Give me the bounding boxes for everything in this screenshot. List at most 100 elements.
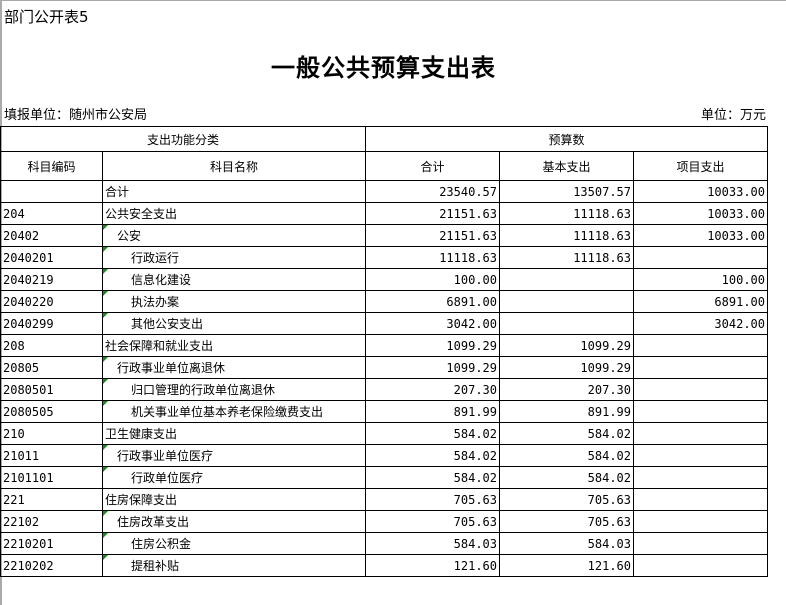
cell-total[interactable]: 584.02 bbox=[365, 422, 500, 445]
cell-name[interactable]: 行政事业单位离退休 bbox=[102, 356, 366, 379]
table-row: 2040201 行政运行 11118.63 11118.63 bbox=[0, 246, 768, 269]
cell-project[interactable] bbox=[633, 444, 768, 467]
cell-project[interactable] bbox=[633, 334, 768, 357]
cell-project[interactable]: 6891.00 bbox=[633, 290, 768, 313]
cell-project[interactable]: 3042.00 bbox=[633, 312, 768, 335]
cell-project[interactable] bbox=[633, 466, 768, 489]
cell-total[interactable]: 207.30 bbox=[365, 378, 500, 401]
cell-project[interactable] bbox=[633, 400, 768, 423]
cell-code[interactable]: 2040201 bbox=[0, 246, 103, 269]
cell-basic[interactable]: 1099.29 bbox=[499, 356, 634, 379]
table-row: 20805 行政事业单位离退休 1099.29 1099.29 bbox=[0, 356, 768, 379]
cell-code[interactable]: 20805 bbox=[0, 356, 103, 379]
cell-code[interactable]: 20402 bbox=[0, 224, 103, 247]
cell-name[interactable]: 住房改革支出 bbox=[102, 510, 366, 533]
cell-total[interactable]: 891.99 bbox=[365, 400, 500, 423]
cell-project[interactable] bbox=[633, 488, 768, 511]
cell-total[interactable]: 1099.29 bbox=[365, 334, 500, 357]
cell-basic[interactable] bbox=[499, 290, 634, 313]
cell-total[interactable]: 11118.63 bbox=[365, 246, 500, 269]
cell-total[interactable]: 3042.00 bbox=[365, 312, 500, 335]
table-row: 204 公共安全支出 21151.63 11118.63 10033.00 bbox=[0, 202, 768, 225]
cell-basic[interactable]: 11118.63 bbox=[499, 202, 634, 225]
cell-name[interactable]: 行政运行 bbox=[102, 246, 366, 269]
cell-basic[interactable]: 584.02 bbox=[499, 444, 634, 467]
cell-basic[interactable]: 584.03 bbox=[499, 532, 634, 555]
cell-basic[interactable]: 121.60 bbox=[499, 554, 634, 577]
cell-project[interactable] bbox=[633, 554, 768, 577]
cell-total[interactable]: 584.02 bbox=[365, 466, 500, 489]
table-row: 221 住房保障支出 705.63 705.63 bbox=[0, 488, 768, 511]
cell-basic[interactable]: 11118.63 bbox=[499, 246, 634, 269]
cell-code[interactable]: 221 bbox=[0, 488, 103, 511]
cell-code[interactable]: 2040219 bbox=[0, 268, 103, 291]
cell-total[interactable]: 21151.63 bbox=[365, 224, 500, 247]
cell-basic[interactable]: 207.30 bbox=[499, 378, 634, 401]
table-row: 2080505 机关事业单位基本养老保险缴费支出 891.99 891.99 bbox=[0, 400, 768, 423]
cell-name[interactable]: 住房公积金 bbox=[102, 532, 366, 555]
cell-code[interactable]: 208 bbox=[0, 334, 103, 357]
cell-code[interactable]: 2040299 bbox=[0, 312, 103, 335]
header-total: 合计 bbox=[365, 151, 500, 181]
cell-total[interactable]: 1099.29 bbox=[365, 356, 500, 379]
cell-code[interactable]: 204 bbox=[0, 202, 103, 225]
cell-total[interactable]: 23540.57 bbox=[365, 180, 500, 203]
cell-total[interactable]: 705.63 bbox=[365, 510, 500, 533]
cell-name[interactable]: 公共安全支出 bbox=[102, 202, 366, 225]
filler-unit: 填报单位：随州市公安局 bbox=[4, 108, 148, 123]
cell-name[interactable]: 归口管理的行政单位离退休 bbox=[102, 378, 366, 401]
cell-basic[interactable] bbox=[499, 312, 634, 335]
cell-project[interactable]: 100.00 bbox=[633, 268, 768, 291]
cell-name[interactable]: 其他公安支出 bbox=[102, 312, 366, 335]
cell-basic[interactable]: 705.63 bbox=[499, 488, 634, 511]
cell-basic[interactable] bbox=[499, 268, 634, 291]
cell-basic[interactable]: 891.99 bbox=[499, 400, 634, 423]
cell-project[interactable]: 10033.00 bbox=[633, 180, 768, 203]
table-row: 2210201 住房公积金 584.03 584.03 bbox=[0, 532, 768, 555]
cell-project[interactable] bbox=[633, 378, 768, 401]
cell-basic[interactable]: 584.02 bbox=[499, 466, 634, 489]
cell-total[interactable]: 6891.00 bbox=[365, 290, 500, 313]
cell-total[interactable]: 21151.63 bbox=[365, 202, 500, 225]
cell-name[interactable]: 住房保障支出 bbox=[102, 488, 366, 511]
cell-total[interactable]: 100.00 bbox=[365, 268, 500, 291]
cell-name[interactable]: 公安 bbox=[102, 224, 366, 247]
cell-name[interactable]: 行政事业单位医疗 bbox=[102, 444, 366, 467]
cell-total[interactable]: 584.02 bbox=[365, 444, 500, 467]
cell-basic[interactable]: 1099.29 bbox=[499, 334, 634, 357]
cell-code[interactable]: 2210201 bbox=[0, 532, 103, 555]
cell-basic[interactable]: 11118.63 bbox=[499, 224, 634, 247]
cell-code[interactable]: 21011 bbox=[0, 444, 103, 467]
cell-code[interactable]: 22102 bbox=[0, 510, 103, 533]
cell-name[interactable]: 卫生健康支出 bbox=[102, 422, 366, 445]
cell-code[interactable] bbox=[0, 180, 103, 203]
cell-code[interactable]: 2040220 bbox=[0, 290, 103, 313]
cell-name[interactable]: 行政单位医疗 bbox=[102, 466, 366, 489]
cell-project[interactable] bbox=[633, 356, 768, 379]
cell-project[interactable]: 10033.00 bbox=[633, 224, 768, 247]
cell-name[interactable]: 机关事业单位基本养老保险缴费支出 bbox=[102, 400, 366, 423]
cell-total[interactable]: 705.63 bbox=[365, 488, 500, 511]
header-row-columns: 科目编码 科目名称 合计 基本支出 项目支出 bbox=[0, 151, 768, 181]
cell-name[interactable]: 信息化建设 bbox=[102, 268, 366, 291]
cell-project[interactable] bbox=[633, 246, 768, 269]
cell-project[interactable] bbox=[633, 532, 768, 555]
table-row: 22102 住房改革支出 705.63 705.63 bbox=[0, 510, 768, 533]
cell-name[interactable]: 合计 bbox=[102, 180, 366, 203]
cell-project[interactable]: 10033.00 bbox=[633, 202, 768, 225]
cell-code[interactable]: 2101101 bbox=[0, 466, 103, 489]
cell-basic[interactable]: 705.63 bbox=[499, 510, 634, 533]
cell-code[interactable]: 210 bbox=[0, 422, 103, 445]
cell-total[interactable]: 121.60 bbox=[365, 554, 500, 577]
cell-project[interactable] bbox=[633, 422, 768, 445]
cell-total[interactable]: 584.03 bbox=[365, 532, 500, 555]
cell-code[interactable]: 2210202 bbox=[0, 554, 103, 577]
cell-code[interactable]: 2080501 bbox=[0, 378, 103, 401]
cell-project[interactable] bbox=[633, 510, 768, 533]
cell-code[interactable]: 2080505 bbox=[0, 400, 103, 423]
cell-name[interactable]: 执法办案 bbox=[102, 290, 366, 313]
cell-name[interactable]: 提租补贴 bbox=[102, 554, 366, 577]
cell-basic[interactable]: 13507.57 bbox=[499, 180, 634, 203]
cell-name[interactable]: 社会保障和就业支出 bbox=[102, 334, 366, 357]
cell-basic[interactable]: 584.02 bbox=[499, 422, 634, 445]
